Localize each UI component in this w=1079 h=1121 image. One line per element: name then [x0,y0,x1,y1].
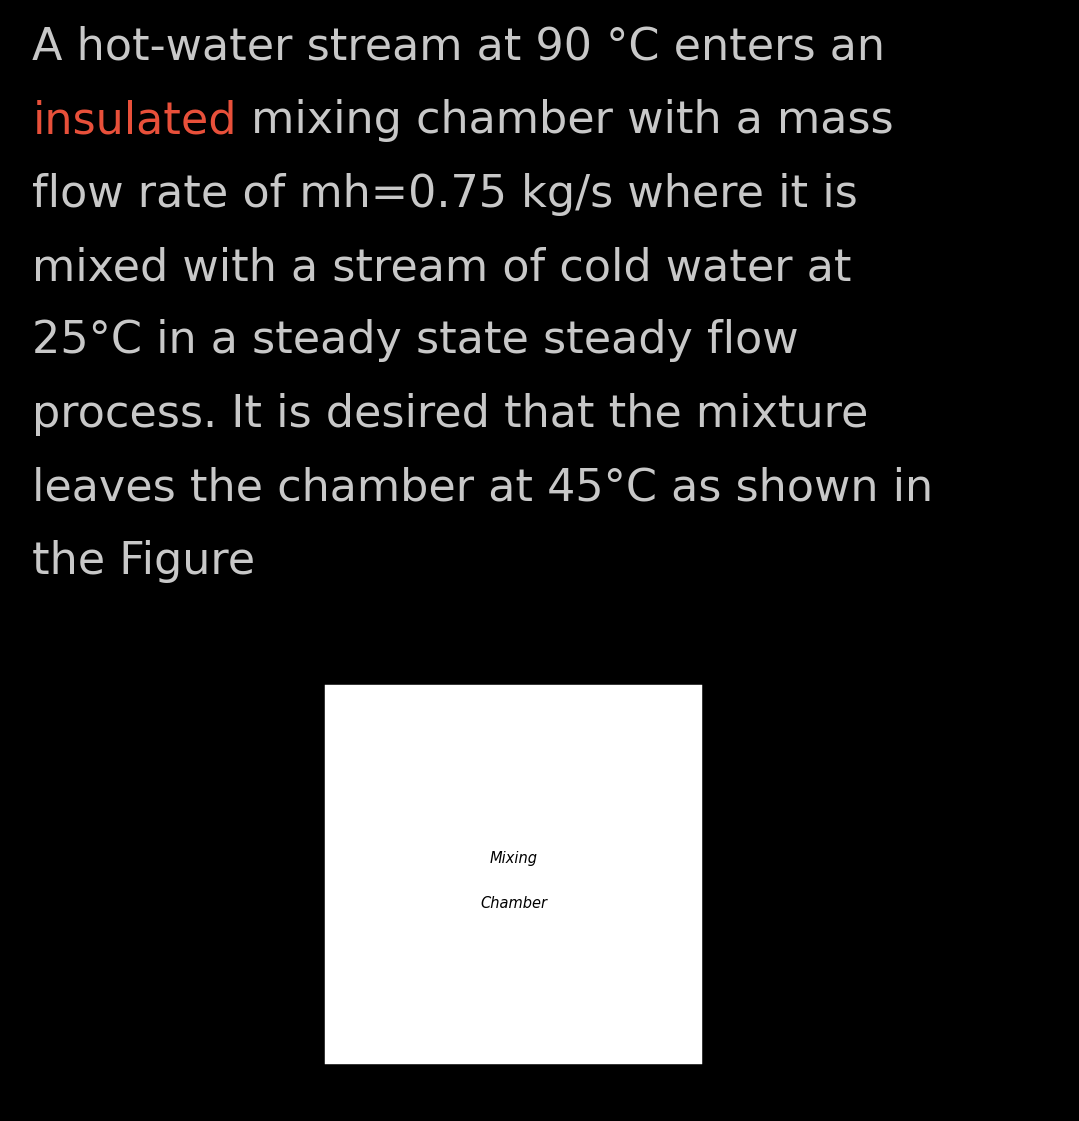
Text: mᴴ=0.75 kg/s: mᴴ=0.75 kg/s [30,823,125,835]
Text: Cold water: Cold water [30,919,106,932]
Text: Hot water: Hot water [30,686,99,700]
Text: mixing chamber with a mass: mixing chamber with a mass [237,99,893,142]
Text: 3: 3 [774,955,783,969]
Text: process. It is desired that the mixture: process. It is desired that the mixture [32,393,869,436]
Text: 25°C in a steady state steady flow: 25°C in a steady state steady flow [32,319,798,362]
Text: Mixed warm water: Mixed warm water [809,807,945,821]
Text: mixed with a stream of cold water at: mixed with a stream of cold water at [32,245,851,289]
Text: T₃=45°C: T₃=45°C [809,899,868,912]
Text: 2: 2 [258,920,267,934]
Text: Mixing: Mixing [490,851,537,865]
Text: T₁=90°C: T₁=90°C [30,778,85,790]
Text: mᶜ=?: mᶜ=? [30,1055,66,1068]
Text: P₃=300 kPa: P₃=300 kPa [809,854,888,868]
Text: leaves the chamber at 45°C as shown in: leaves the chamber at 45°C as shown in [32,466,933,509]
Text: T₂=25 °C: T₂=25 °C [30,1010,90,1023]
Text: flow rate of mh=0.75 kg/s where it is: flow rate of mh=0.75 kg/s where it is [32,173,858,215]
Text: insulated: insulated [32,99,237,142]
Text: m3: m3 [809,944,832,957]
Text: A hot-water stream at 90 °C enters an: A hot-water stream at 90 °C enters an [32,26,886,68]
Text: P₁=300 kPa: P₁=300 kPa [30,733,105,745]
Text: P₂=300 kPa: P₂=300 kPa [30,965,105,979]
Bar [322,682,706,1067]
Text: Chamber: Chamber [480,896,547,910]
Text: 1: 1 [258,657,267,670]
Text: the Figure: the Figure [32,540,256,583]
